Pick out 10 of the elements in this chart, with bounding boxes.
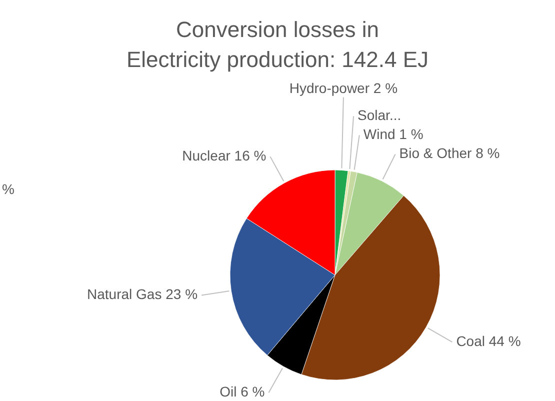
slice-label: Wind 1 % <box>363 126 424 142</box>
slice-label: Nuclear 16 % <box>182 148 266 164</box>
slice-label: Hydro-power 2 % <box>289 80 398 96</box>
slice-label: Solar... <box>358 107 402 124</box>
slice-label: Oil 6 % <box>220 384 265 400</box>
slice-label: Natural Gas 23 % <box>87 286 198 302</box>
slice-label: Bio & Other 8 % <box>399 145 500 162</box>
chart-title: Conversion losses in Electricity production: 142.4 EJ <box>126 17 429 72</box>
text: % <box>2 181 14 197</box>
slice-label: Coal 44 % <box>456 333 521 350</box>
